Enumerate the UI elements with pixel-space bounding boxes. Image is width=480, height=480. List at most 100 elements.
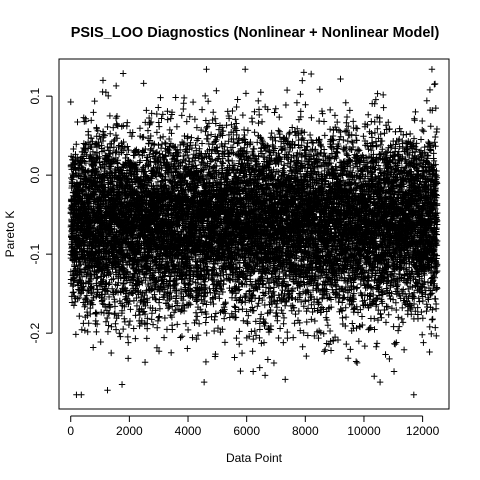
data-point: [94, 288, 101, 296]
data-point: [74, 118, 81, 126]
data-point: [93, 293, 100, 300]
data-point: [188, 134, 195, 141]
data-point: [100, 295, 108, 303]
data-point: [90, 109, 97, 116]
data-point: [91, 97, 98, 105]
data-point: [172, 94, 179, 101]
data-point: [198, 106, 206, 113]
data-point: [102, 318, 110, 325]
data-point: [202, 117, 210, 124]
data-point: [100, 131, 107, 138]
data-point: [210, 327, 218, 335]
data-point: [82, 172, 90, 180]
data-point: [92, 317, 99, 325]
data-point: [143, 107, 150, 114]
data-point: [78, 326, 86, 333]
data-point: [99, 300, 106, 307]
data-point: [174, 321, 181, 328]
data-point: [117, 333, 124, 340]
data-point: [177, 334, 184, 341]
data-point: [107, 349, 115, 357]
data-point: [102, 89, 110, 96]
data-point: [173, 123, 181, 130]
data-point: [94, 274, 101, 281]
data-point: [178, 333, 186, 340]
data-point: [153, 110, 160, 118]
data-point: [85, 320, 92, 327]
data-point: [70, 145, 77, 153]
data-point: [155, 123, 163, 130]
data-point: [87, 289, 95, 296]
data-point: [72, 151, 79, 158]
data-point: [169, 303, 176, 310]
data-point: [180, 94, 188, 102]
data-point: [95, 259, 103, 267]
data-point: [78, 273, 86, 280]
data-point: [167, 349, 175, 356]
data-point: [110, 124, 117, 131]
data-point: [116, 330, 123, 337]
data-point: [93, 320, 101, 328]
data-point: [79, 155, 87, 162]
data-point: [184, 345, 191, 352]
data-point: [136, 311, 144, 319]
data-point: [168, 130, 175, 137]
data-point: [164, 108, 171, 115]
data-point: [70, 288, 77, 296]
data-point: [88, 156, 95, 164]
data-points: [67, 66, 441, 398]
data-point: [88, 143, 95, 151]
data-point: [70, 302, 78, 309]
data-point: [88, 272, 95, 280]
data-point: [77, 261, 85, 268]
data-point: [136, 125, 144, 132]
data-point: [97, 309, 105, 316]
data-point: [212, 310, 220, 317]
data-point: [158, 115, 165, 122]
data-point: [125, 339, 132, 346]
data-point: [70, 277, 78, 284]
data-point: [202, 92, 209, 100]
data-point: [78, 162, 85, 170]
data-point: [89, 344, 97, 351]
data-point: [90, 285, 97, 293]
data-point: [132, 335, 139, 342]
data-point: [184, 133, 191, 140]
data-point: [91, 270, 99, 278]
chart-title: PSIS_LOO Diagnostics (Nonlinear + Nonlin…: [71, 25, 440, 41]
plot-frame: [58, 58, 450, 410]
data-point: [92, 309, 100, 316]
data-point: [155, 314, 162, 321]
data-point: [161, 314, 169, 322]
data-point: [81, 327, 89, 334]
data-point: [195, 320, 203, 327]
data-point: [189, 334, 196, 341]
data-point: [108, 323, 115, 330]
data-point: [89, 301, 96, 308]
data-point: [97, 164, 105, 171]
data-point: [140, 80, 147, 87]
data-point: [82, 118, 90, 125]
data-point: [93, 282, 100, 289]
data-point: [146, 119, 154, 127]
data-point: [119, 325, 127, 333]
data-point: [180, 105, 187, 113]
data-point: [98, 249, 105, 257]
data-point: [104, 123, 111, 131]
data-point: [144, 127, 152, 134]
data-point: [104, 328, 112, 335]
data-point: [73, 141, 80, 148]
data-point: [67, 98, 74, 106]
data-point: [87, 134, 95, 142]
data-point: [78, 391, 85, 398]
data-point: [104, 314, 111, 322]
data-point: [130, 325, 137, 332]
data-point: [101, 132, 109, 139]
data-point: [198, 309, 206, 316]
data-point: [159, 133, 167, 140]
data-point: [178, 112, 185, 119]
data-point: [160, 334, 168, 341]
data-point: [85, 131, 92, 139]
data-point: [128, 133, 136, 140]
data-point: [202, 319, 209, 326]
